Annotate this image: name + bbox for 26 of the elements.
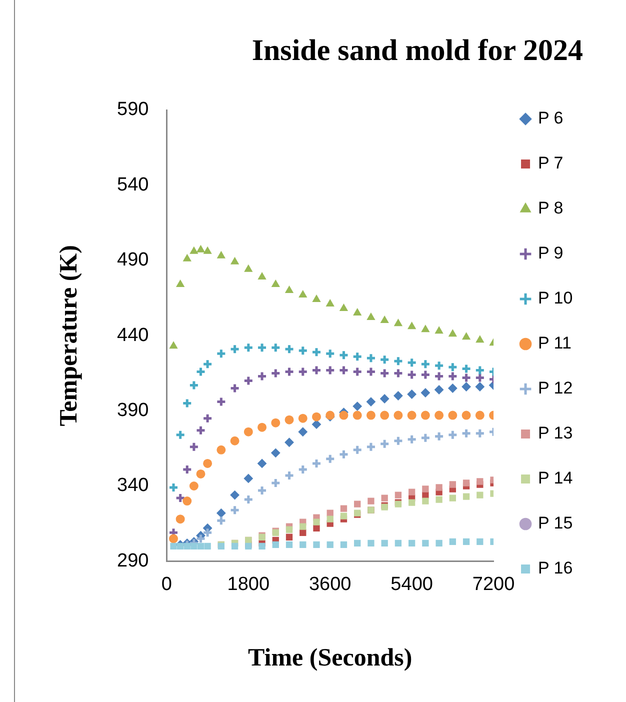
y-tick-label: 290 (117, 550, 149, 572)
legend-label: P 9 (538, 244, 564, 263)
legend-label: P 15 (538, 514, 573, 533)
legend-label: P 14 (538, 468, 573, 488)
x-tick-label: 7200 (472, 574, 515, 595)
x-tick-label: 5400 (390, 574, 433, 595)
x-tick-label: 3600 (308, 574, 352, 595)
y-tick-label: 540 (117, 174, 149, 196)
legend-label: P 6 (538, 108, 564, 128)
y-tick-label: 390 (117, 400, 149, 422)
legend-label: P 13 (538, 424, 573, 443)
y-axis-title: Temperature (K) (55, 244, 82, 426)
y-tick-label: 440 (117, 324, 149, 346)
legend-label: P 11 (538, 334, 572, 353)
chart-title: Inside sand mold for 2024 (252, 34, 583, 67)
y-tick-label: 490 (117, 250, 149, 271)
x-tick-label: 0 (161, 574, 172, 595)
x-axis-title: Time (Seconds) (248, 644, 412, 672)
legend-label: P 10 (538, 288, 573, 308)
x-tick-label: 1800 (227, 574, 270, 595)
legend-label: P 7 (538, 154, 564, 173)
legend-label: P 8 (538, 198, 564, 218)
legend-label: P 16 (538, 558, 573, 578)
y-tick-label: 590 (117, 99, 149, 120)
y-tick-label: 340 (117, 475, 149, 496)
legend-label: P 12 (538, 378, 573, 398)
